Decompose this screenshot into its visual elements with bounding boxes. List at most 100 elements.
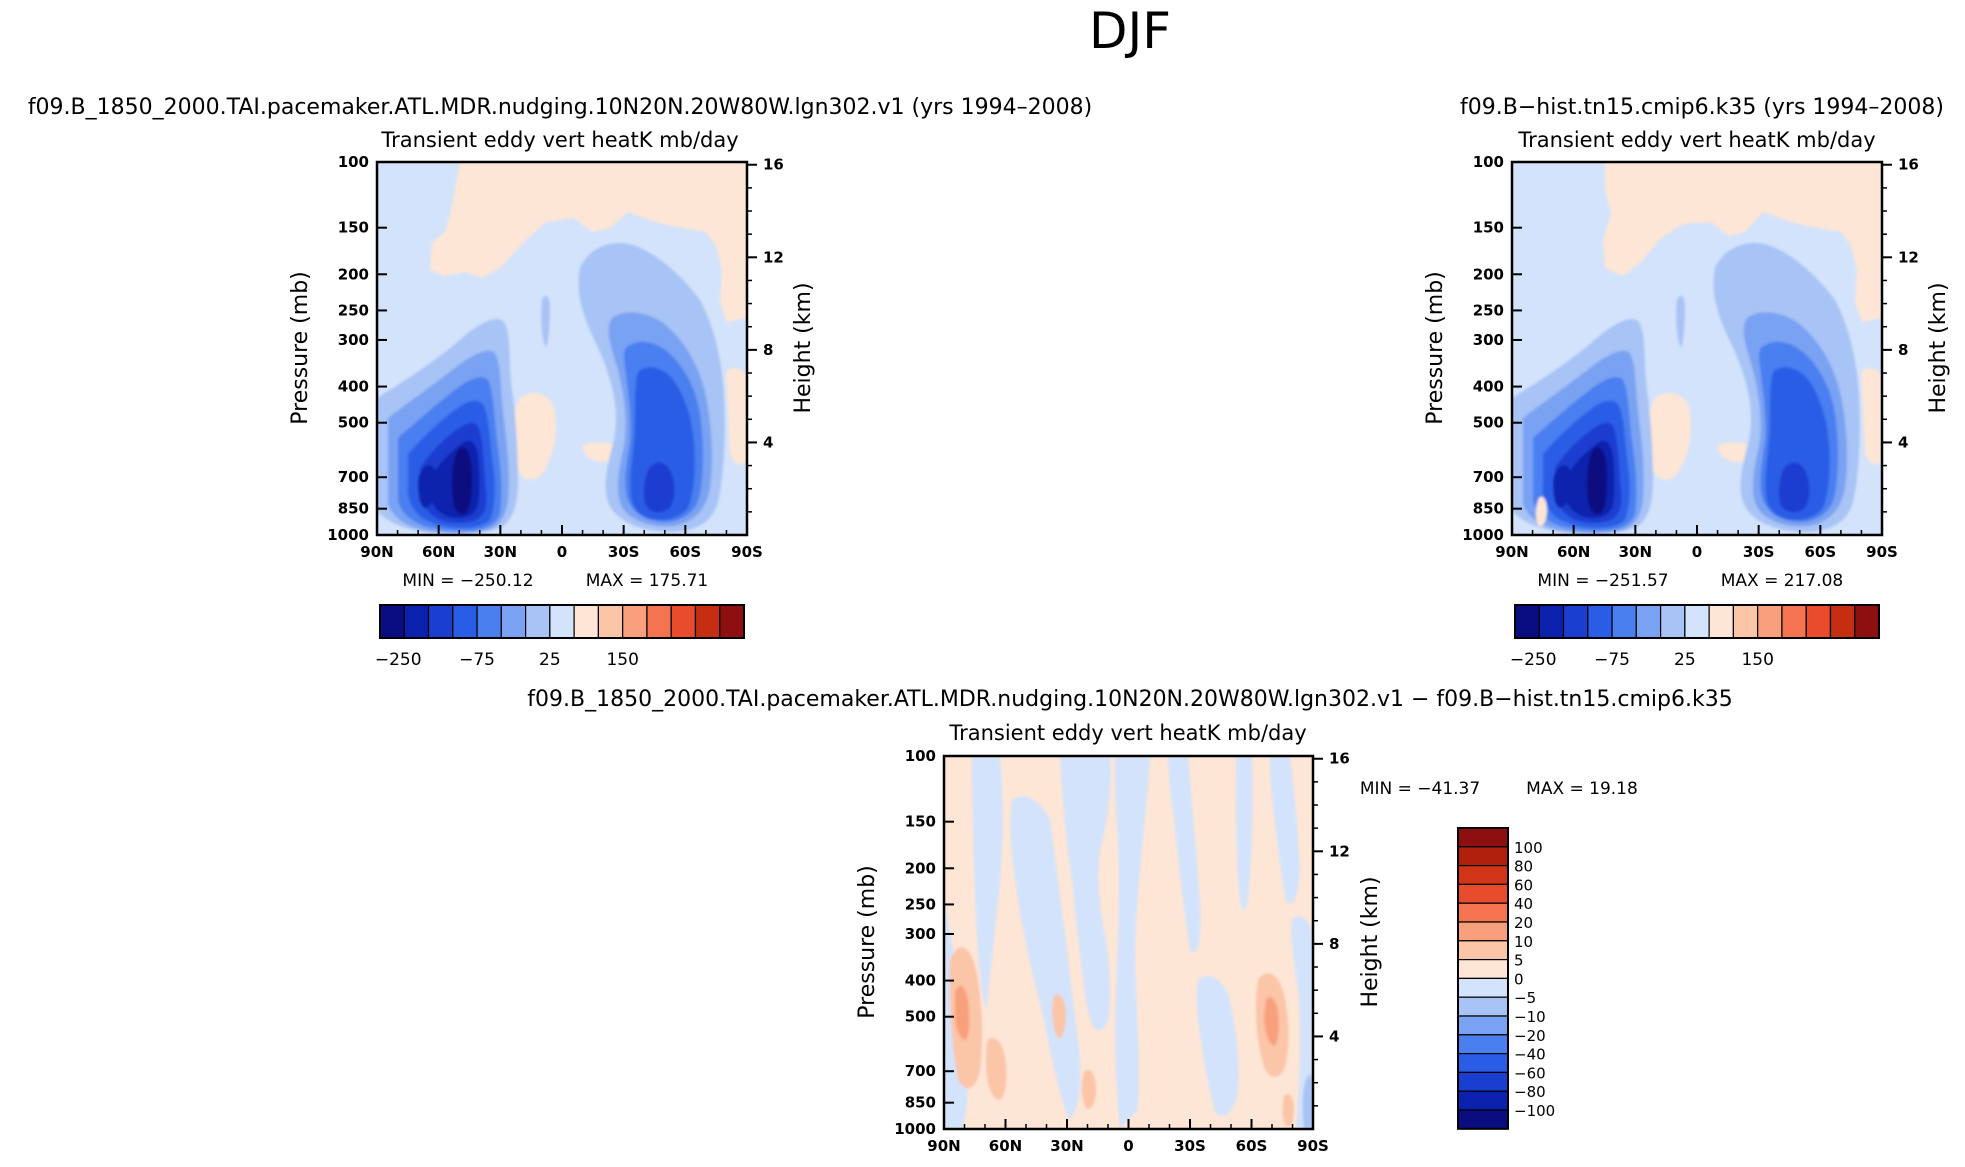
panel-case-xtick-label: 0 <box>557 543 567 561</box>
panel-control-ytick-label: 250 <box>1473 301 1504 319</box>
panel-diff-colorbar-label: −5 <box>1514 989 1536 1007</box>
panel-case-xtick-label: 60S <box>669 543 701 561</box>
panel-control-ytick-label: 300 <box>1473 331 1504 349</box>
panel-diff-colorbar-swatch <box>1457 1034 1509 1055</box>
panel-control-y2tick-label: 8 <box>1898 341 1908 359</box>
panel-diff-pos-right-2 <box>1282 1093 1294 1127</box>
panel-control-neg-blob-right-l5 <box>1778 462 1810 513</box>
panel-diff: f09.B_1850_2000.TAI.pacemaker.ATL.MDR.nu… <box>527 687 1732 1155</box>
panel-diff-colorbar-swatch <box>1457 864 1509 885</box>
panel-control-xtick-label: 0 <box>1692 543 1702 561</box>
panel-case-colorbar: −250 −75 25 150 <box>375 604 745 670</box>
panel-case-y2tick-label: 8 <box>763 341 773 359</box>
panel-case-ytick-label: 850 <box>338 500 369 518</box>
panel-diff-neg-band-6 <box>1168 756 1201 953</box>
panel-case-run-title: f09.B_1850_2000.TAI.pacemaker.ATL.MDR.nu… <box>28 95 1092 120</box>
panel-diff-xtick-label: 30S <box>1174 1137 1206 1155</box>
panel-diff-colorbar-swatch <box>1457 958 1509 979</box>
panel-control-field <box>1512 162 1882 535</box>
panel-control-xtick-label: 60S <box>1804 543 1836 561</box>
panel-diff-pos-2 <box>986 1038 1007 1100</box>
panel-diff-neg-band-4 <box>1060 756 1111 1031</box>
panel-control-max: MAX = 217.08 <box>1721 571 1843 591</box>
panel-diff-ytick-label: 400 <box>905 972 936 990</box>
panel-diff-neg-band-8 <box>1270 756 1300 904</box>
panel-case-y2tick-label: 16 <box>763 156 784 174</box>
panel-control-ytick-label: 200 <box>1473 265 1504 283</box>
panel-case-colorbar-swatch <box>549 604 575 639</box>
panel-diff-colorbar-swatch <box>1457 902 1509 923</box>
panel-case-colorbar-swatch <box>452 604 478 639</box>
panel-control-colorbar-label: 25 <box>1674 650 1696 670</box>
panel-diff-colorbar-label: 0 <box>1514 970 1524 988</box>
panel-diff-neg-band-2 <box>972 756 1003 1010</box>
panel-case-colorbar-swatch <box>476 604 502 639</box>
panel-case-neg-blob-left-core <box>452 447 472 515</box>
panel-control-ytick-label: 850 <box>1473 500 1504 518</box>
panel-case-positive-region-upper <box>430 162 747 322</box>
panel-control-neg-blob-left-secondary <box>1553 465 1571 508</box>
panel-diff-xtick-label: 0 <box>1123 1137 1133 1155</box>
panel-control-colorbar-swatch <box>1659 604 1686 639</box>
panel-diff-pos-right-l2 <box>1264 997 1279 1046</box>
panel-control-positive-region-upper <box>1603 162 1882 322</box>
panel-diff-colorbar-label: 5 <box>1514 952 1524 970</box>
panel-diff-xtick-label: 30N <box>1050 1137 1083 1155</box>
panel-control-colorbar-swatch <box>1611 604 1637 639</box>
panel-case-max: MAX = 175.71 <box>586 571 708 591</box>
panel-case-colorbar-swatch <box>427 604 454 639</box>
page-title: DJF <box>1089 2 1171 60</box>
panel-case-y2tick-label: 12 <box>763 248 784 266</box>
panel-control-colorbar-label: −250 <box>1510 650 1557 670</box>
panel-diff-y2tick-label: 8 <box>1329 935 1339 953</box>
panel-case-colorbar-swatch <box>694 604 721 639</box>
panel-control-colorbar-label: 150 <box>1741 650 1773 670</box>
panel-case-ytick-label: 250 <box>338 301 369 319</box>
panel-case-ytick-label: 300 <box>338 331 369 349</box>
panel-control-positive-spot <box>1536 496 1547 527</box>
panel-case-positive-region-mid <box>511 392 556 480</box>
panel-control-colorbar-swatch <box>1562 604 1589 639</box>
panel-control-xtick-label: 30S <box>1743 543 1775 561</box>
panel-diff-colorbar-label: 80 <box>1514 858 1533 876</box>
panel-diff-field <box>944 756 1313 1129</box>
panel-diff-xtick-label: 60N <box>989 1137 1022 1155</box>
panel-diff-colorbar-swatch <box>1457 1015 1509 1036</box>
panel-case-xtick-label: 60N <box>422 543 455 561</box>
panel-case-xtick-label: 30N <box>484 543 517 561</box>
panel-control-ytick-label: 150 <box>1473 219 1504 237</box>
panel-control-ytick-label: 100 <box>1473 153 1504 171</box>
panel-control-ytick-label: 700 <box>1473 468 1504 486</box>
panel-case-field <box>377 162 747 535</box>
panel-control-neg-blob-left-core <box>1587 447 1607 515</box>
panel-control-colorbar-swatch <box>1781 604 1807 639</box>
panel-control-colorbar: −250 −75 25 150 <box>1510 604 1880 670</box>
panel-diff-neg-band-10 <box>1236 756 1253 911</box>
panel-case-colorbar-label: −75 <box>459 650 495 670</box>
panel-diff-max: MAX = 19.18 <box>1526 779 1638 799</box>
panel-diff-neg-band-5 <box>1114 756 1150 1129</box>
panel-control-colorbar-label: −75 <box>1594 650 1630 670</box>
panel-diff-y2tick-label: 12 <box>1329 842 1350 860</box>
panel-control-run-title: f09.B−hist.tn15.cmip6.k35 (yrs 1994–2008… <box>1460 95 1944 120</box>
panel-control-xtick-label: 90S <box>1866 543 1898 561</box>
panel-diff-colorbar-swatch <box>1457 1052 1509 1073</box>
panel-diff-colorbar-label: −40 <box>1514 1046 1546 1064</box>
panel-diff-neg-edge <box>1302 1074 1313 1129</box>
panel-case-colorbar-frame <box>379 604 745 639</box>
panel-case-colorbar-swatch <box>379 604 405 639</box>
panel-diff-colorbar-swatch <box>1457 921 1509 942</box>
panel-diff-ytick-label: 850 <box>905 1094 936 1112</box>
panel-case-colorbar-swatch <box>597 604 624 639</box>
panel-case-colorbar-swatch <box>500 604 527 639</box>
panel-case-colorbar-swatch <box>719 604 745 639</box>
panel-control-colorbar-swatch <box>1708 604 1734 639</box>
panel-control-y2tick-label: 16 <box>1898 156 1919 174</box>
panel-diff-xtick-label: 60S <box>1236 1137 1268 1155</box>
panel-diff-colorbar-label: −20 <box>1514 1027 1546 1045</box>
panel-diff-xtick-label: 90S <box>1297 1137 1329 1155</box>
panel-case-colorbar-swatch <box>670 604 697 639</box>
panel-diff-colorbar-label: 10 <box>1514 933 1533 951</box>
panel-case: f09.B_1850_2000.TAI.pacemaker.ATL.MDR.nu… <box>28 95 1092 670</box>
